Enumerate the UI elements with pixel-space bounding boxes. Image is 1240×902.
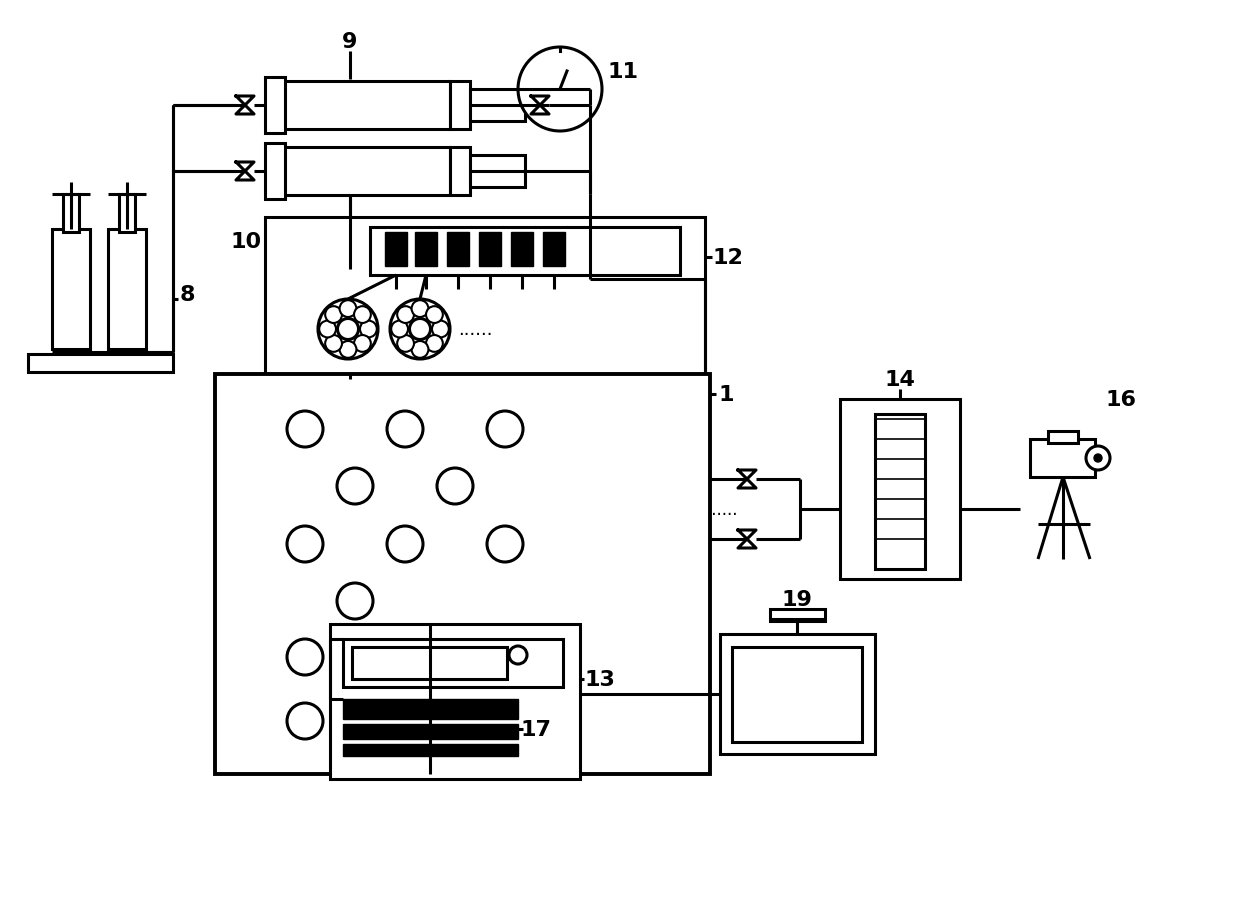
Text: 19: 19 <box>781 589 812 610</box>
Circle shape <box>337 319 358 340</box>
Bar <box>470 156 525 188</box>
Circle shape <box>397 336 414 353</box>
Bar <box>370 227 680 276</box>
Circle shape <box>360 321 377 338</box>
Circle shape <box>387 411 423 447</box>
Circle shape <box>337 696 373 732</box>
Bar <box>330 624 580 779</box>
Text: 8: 8 <box>180 285 196 305</box>
Text: ......: ...... <box>458 320 492 338</box>
Circle shape <box>317 299 378 360</box>
Circle shape <box>1086 446 1110 471</box>
Circle shape <box>355 336 371 353</box>
Circle shape <box>387 527 423 562</box>
Circle shape <box>319 321 336 338</box>
Bar <box>119 195 135 233</box>
Bar <box>875 415 925 569</box>
Bar <box>52 230 91 350</box>
Circle shape <box>391 299 450 360</box>
Bar <box>352 648 507 679</box>
Text: 13: 13 <box>584 669 615 689</box>
Circle shape <box>340 301 356 318</box>
Text: 12: 12 <box>712 248 743 268</box>
Bar <box>280 148 450 196</box>
Circle shape <box>427 307 443 324</box>
Bar <box>265 78 285 133</box>
Circle shape <box>325 307 342 324</box>
Circle shape <box>518 48 601 132</box>
Circle shape <box>286 640 322 676</box>
Bar <box>450 148 470 196</box>
Circle shape <box>387 704 423 739</box>
Circle shape <box>436 468 472 504</box>
Bar <box>1030 439 1095 477</box>
Circle shape <box>337 584 373 620</box>
Circle shape <box>412 301 428 318</box>
Circle shape <box>355 307 371 324</box>
Circle shape <box>487 704 523 739</box>
Circle shape <box>427 336 443 353</box>
Circle shape <box>286 704 322 739</box>
Bar <box>446 233 469 267</box>
Text: 17: 17 <box>520 719 551 739</box>
Circle shape <box>508 647 527 664</box>
Circle shape <box>337 468 373 504</box>
Bar <box>343 640 563 687</box>
Bar <box>63 195 79 233</box>
Text: 10: 10 <box>231 232 262 252</box>
Circle shape <box>1094 455 1102 463</box>
Bar <box>280 82 450 130</box>
Bar <box>1048 431 1078 444</box>
Text: 11: 11 <box>608 62 639 82</box>
Circle shape <box>397 307 414 324</box>
Circle shape <box>391 321 408 338</box>
Bar <box>384 233 407 267</box>
Circle shape <box>340 342 356 358</box>
Text: 16: 16 <box>1105 390 1136 410</box>
Circle shape <box>286 411 322 447</box>
Text: 9: 9 <box>342 32 357 52</box>
Bar <box>479 233 501 267</box>
Bar <box>720 634 875 754</box>
Bar <box>839 400 960 579</box>
Circle shape <box>286 527 322 562</box>
Bar <box>29 354 174 373</box>
Circle shape <box>412 342 428 358</box>
Bar <box>265 217 706 380</box>
Circle shape <box>409 319 430 340</box>
Bar <box>511 233 533 267</box>
Bar <box>343 699 518 719</box>
Circle shape <box>325 336 342 353</box>
Circle shape <box>487 640 523 676</box>
Bar <box>770 610 825 621</box>
Text: 14: 14 <box>884 370 915 390</box>
Text: ......: ...... <box>707 501 738 519</box>
Bar <box>343 724 518 739</box>
Bar <box>265 143 285 199</box>
Circle shape <box>387 640 423 676</box>
Bar <box>543 233 565 267</box>
Bar <box>215 374 711 774</box>
Circle shape <box>487 411 523 447</box>
Bar <box>343 744 518 756</box>
Circle shape <box>432 321 449 338</box>
Text: 1: 1 <box>718 384 734 405</box>
Bar <box>450 82 470 130</box>
Bar <box>108 230 146 350</box>
Bar <box>415 233 436 267</box>
Circle shape <box>487 527 523 562</box>
Bar <box>732 648 862 742</box>
Bar <box>470 90 525 122</box>
